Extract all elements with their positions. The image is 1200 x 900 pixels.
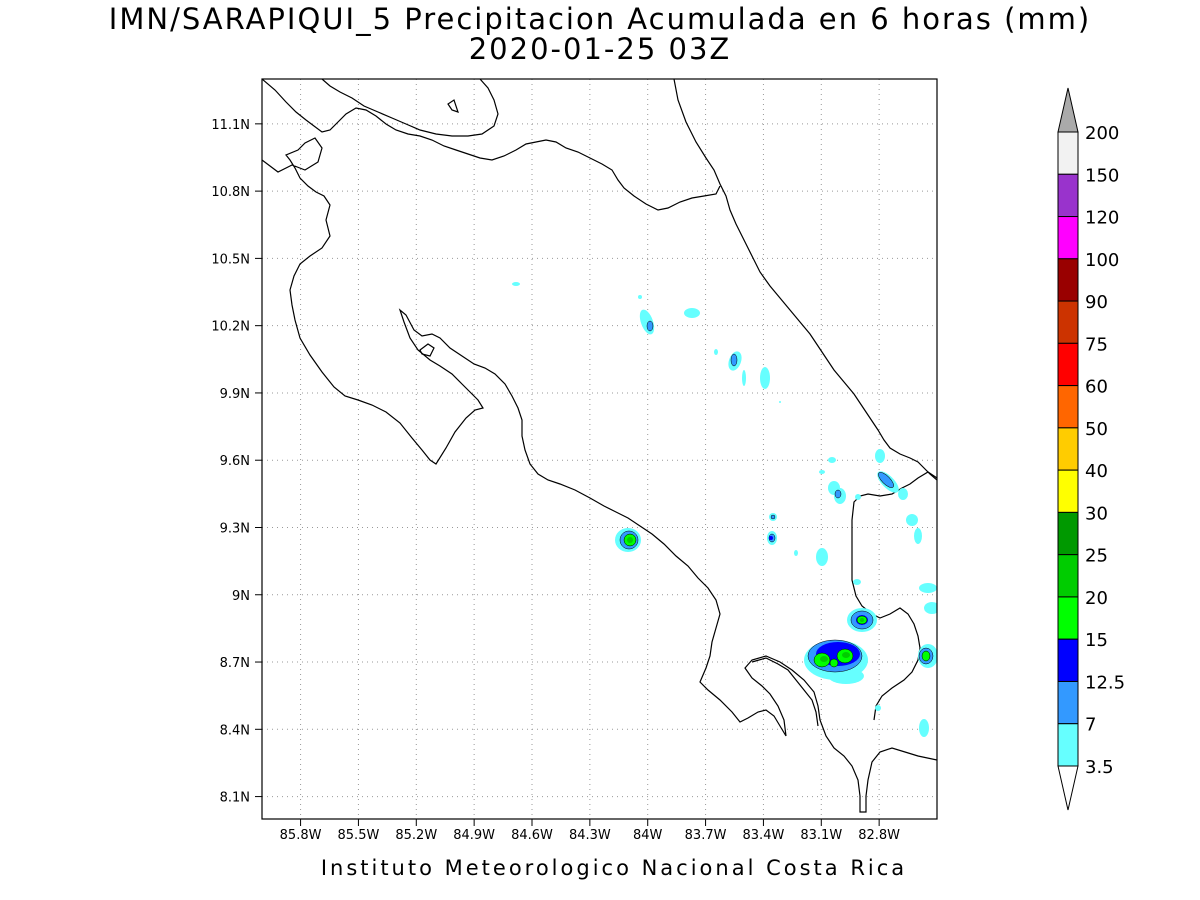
colorbar-bottom-arrow: [1057, 765, 1079, 811]
colorbar-label: 12.5: [1085, 672, 1125, 693]
map-datetime: 2020-01-25 03Z: [468, 32, 732, 66]
nicaragua-border: [262, 79, 721, 211]
colorbar-label: 200: [1085, 123, 1119, 144]
lat-tick-label: 9N: [232, 589, 250, 604]
lat-tick-label: 8.1N: [220, 791, 250, 806]
lake-island: [447, 99, 459, 113]
gulf-island: [419, 343, 435, 357]
colorbar-label: 60: [1085, 377, 1108, 398]
colorbar-swatch: [1057, 216, 1079, 260]
lon-tick-label: 84.3W: [569, 828, 611, 843]
colorbar-label: 120: [1085, 208, 1119, 229]
colorbar-label: 30: [1085, 503, 1108, 524]
lat-tick-label: 9.6N: [220, 454, 250, 469]
colorbar-label: 7: [1085, 715, 1096, 736]
map-grid: [262, 79, 937, 819]
lon-tick-label: 84.9W: [453, 828, 495, 843]
colorbar-swatch: [1057, 173, 1079, 218]
colorbar-label: 150: [1085, 165, 1119, 186]
colorbar-swatch: [1057, 554, 1079, 598]
colorbar-swatch: [1057, 680, 1079, 725]
colorbar-label: 3.5: [1085, 757, 1114, 778]
colorbar-label: 40: [1085, 461, 1108, 482]
lon-tick-label: 84.6W: [511, 828, 553, 843]
plot-frame: [261, 78, 938, 820]
colorbar-swatch: [1057, 638, 1079, 682]
lat-tick-label: 9.3N: [220, 521, 250, 536]
colorbar-legend: 200 150 120 100 90 75 60 50 40 30 25 20 15 12.5 7 3.5: [1057, 87, 1125, 811]
precip-darkgreen: [627, 537, 864, 662]
lat-tick-label: 10.5N: [211, 252, 250, 267]
panama-border: [851, 471, 937, 721]
lon-tick-label: 83.7W: [685, 828, 727, 843]
lon-tick-label: 85.5W: [338, 828, 380, 843]
lon-tick-label: 84W: [633, 828, 663, 843]
colorbar-label: 50: [1085, 419, 1108, 440]
footer-credit: Instituto Meteorologico Nacional Costa R…: [320, 856, 908, 880]
colorbar-swatch: [1057, 427, 1079, 471]
precip-green: [623, 533, 931, 668]
lon-tick-label: 83.1W: [800, 828, 842, 843]
lat-tick-label: 9.9N: [220, 387, 250, 402]
colorbar-swatch: [1057, 300, 1079, 344]
colorbar-swatch: [1057, 258, 1079, 302]
colorbar-label: 15: [1085, 630, 1108, 651]
colorbar-swatch: [1057, 596, 1079, 640]
colorbar-top-arrow: [1057, 87, 1079, 133]
lon-tick-label: 85.2W: [395, 828, 437, 843]
lon-tick-label: 82.8W: [858, 828, 900, 843]
colorbar-swatch: [1057, 342, 1079, 387]
colorbar-label: 90: [1085, 292, 1108, 313]
precip-cyan-3.5: [512, 282, 937, 737]
latitude-axis: 11.1N 10.8N 10.5N 10.2N 9.9N 9.6N 9.3N 9N 8.7N 8.…: [211, 118, 262, 806]
longitude-axis: 85.8W 85.5W 85.2W 84.9W 84.6W 84.3W 84W 83.7W 83…: [280, 819, 900, 843]
lat-tick-label: 11.1N: [211, 118, 250, 133]
nicaragua-lake-shore: [321, 79, 499, 137]
colorbar-swatch: [1057, 385, 1079, 429]
lat-tick-label: 10.2N: [211, 320, 250, 335]
colorbar-swatch: [1057, 131, 1079, 175]
caribbean-coastline: [673, 79, 937, 481]
colorbar-swatch: [1057, 723, 1079, 767]
lat-tick-label: 8.7N: [220, 656, 250, 671]
colorbar-swatch: [1057, 511, 1079, 556]
colorbar-swatch: [1057, 469, 1079, 513]
lat-tick-label: 8.4N: [220, 723, 250, 738]
lat-tick-label: 10.8N: [211, 185, 250, 200]
colorbar-label: 75: [1085, 334, 1108, 355]
peninsula-coast: [751, 657, 819, 727]
precipitation-areas: [512, 282, 937, 737]
precip-blue-7: [619, 320, 934, 673]
colorbar-label: 25: [1085, 546, 1108, 567]
colorbar-label: 20: [1085, 588, 1108, 609]
colorbar-label: 100: [1085, 250, 1119, 271]
lon-tick-label: 85.8W: [280, 828, 322, 843]
map-title: IMN/SARAPIQUI_5 Precipitacion Acumulada …: [108, 2, 1092, 36]
pacific-coastline: [262, 137, 937, 813]
coastline-borders: [262, 79, 937, 813]
lon-tick-label: 83.4W: [743, 828, 785, 843]
